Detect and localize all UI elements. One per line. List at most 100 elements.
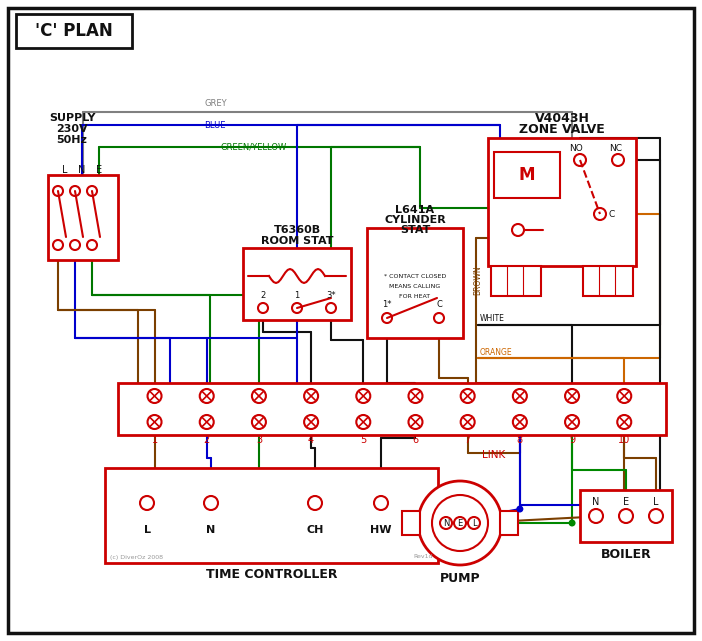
Text: BROWN: BROWN xyxy=(474,265,482,295)
Circle shape xyxy=(200,389,213,403)
Circle shape xyxy=(258,303,268,313)
Circle shape xyxy=(418,481,502,565)
Circle shape xyxy=(434,313,444,323)
Text: V4043H: V4043H xyxy=(534,112,590,124)
Text: PUMP: PUMP xyxy=(439,572,480,585)
Text: 'C' PLAN: 'C' PLAN xyxy=(35,22,113,40)
Circle shape xyxy=(53,186,63,196)
Text: FOR HEAT: FOR HEAT xyxy=(399,294,430,299)
Circle shape xyxy=(594,208,606,220)
Bar xyxy=(488,138,636,266)
Text: 1*: 1* xyxy=(383,299,392,308)
Text: 5: 5 xyxy=(360,435,366,445)
Text: N: N xyxy=(592,497,600,507)
Circle shape xyxy=(574,154,586,166)
Text: MEANS CALLING: MEANS CALLING xyxy=(390,283,441,288)
Bar xyxy=(16,14,132,48)
Circle shape xyxy=(304,389,318,403)
Circle shape xyxy=(440,517,452,529)
Text: C: C xyxy=(436,299,442,308)
Text: ZONE VALVE: ZONE VALVE xyxy=(519,122,605,135)
Bar xyxy=(491,266,541,296)
Text: 2: 2 xyxy=(204,435,210,445)
Circle shape xyxy=(461,415,475,429)
Text: WHITE: WHITE xyxy=(480,313,505,322)
Text: 3: 3 xyxy=(256,435,262,445)
Circle shape xyxy=(589,509,603,523)
Text: N: N xyxy=(206,525,216,535)
Text: 6: 6 xyxy=(412,435,418,445)
Text: N: N xyxy=(443,519,449,528)
Text: Rev1d: Rev1d xyxy=(413,554,433,560)
Text: CYLINDER: CYLINDER xyxy=(384,215,446,225)
Text: CH: CH xyxy=(306,525,324,535)
Bar xyxy=(402,511,420,535)
Text: L: L xyxy=(654,497,658,507)
Circle shape xyxy=(357,389,370,403)
Text: ORANGE: ORANGE xyxy=(480,347,512,356)
Circle shape xyxy=(649,509,663,523)
Bar xyxy=(367,228,463,338)
Text: 50Hz: 50Hz xyxy=(57,135,88,145)
Text: GREY: GREY xyxy=(204,99,227,108)
Circle shape xyxy=(513,389,527,403)
Text: * CONTACT CLOSED: * CONTACT CLOSED xyxy=(384,274,446,278)
Text: E: E xyxy=(96,165,102,175)
Circle shape xyxy=(454,517,466,529)
Text: (c) DiverOz 2008: (c) DiverOz 2008 xyxy=(110,554,163,560)
Text: BOILER: BOILER xyxy=(601,549,651,562)
Text: TIME CONTROLLER: TIME CONTROLLER xyxy=(206,569,337,581)
Text: GREEN/YELLOW: GREEN/YELLOW xyxy=(220,142,286,151)
Bar xyxy=(494,152,560,198)
Circle shape xyxy=(382,313,392,323)
Text: L: L xyxy=(472,519,477,528)
Text: 7: 7 xyxy=(465,435,471,445)
Circle shape xyxy=(292,303,302,313)
Circle shape xyxy=(461,389,475,403)
Text: N: N xyxy=(79,165,86,175)
Bar xyxy=(580,490,672,542)
Circle shape xyxy=(140,496,154,510)
Text: 9: 9 xyxy=(569,435,575,445)
Circle shape xyxy=(147,389,161,403)
Circle shape xyxy=(204,496,218,510)
Text: HW: HW xyxy=(370,525,392,535)
Circle shape xyxy=(304,415,318,429)
Bar xyxy=(48,175,118,260)
Circle shape xyxy=(70,186,80,196)
Circle shape xyxy=(512,224,524,236)
Circle shape xyxy=(308,496,322,510)
Text: E: E xyxy=(623,497,629,507)
Text: C: C xyxy=(609,210,615,219)
Text: 2: 2 xyxy=(260,290,265,299)
Text: BLUE: BLUE xyxy=(204,121,225,129)
Circle shape xyxy=(409,415,423,429)
Text: M: M xyxy=(519,166,535,184)
Circle shape xyxy=(565,415,579,429)
Text: L641A: L641A xyxy=(395,205,435,215)
Circle shape xyxy=(569,519,576,526)
Text: 1: 1 xyxy=(152,435,157,445)
Text: 10: 10 xyxy=(618,435,630,445)
Bar xyxy=(583,266,633,296)
Circle shape xyxy=(617,415,631,429)
Circle shape xyxy=(87,240,97,250)
Text: L: L xyxy=(62,165,68,175)
Circle shape xyxy=(252,389,266,403)
Text: STAT: STAT xyxy=(400,225,430,235)
Bar xyxy=(105,468,438,563)
Text: T6360B: T6360B xyxy=(274,225,321,235)
Text: L: L xyxy=(143,525,150,535)
Circle shape xyxy=(357,415,370,429)
Text: 230V: 230V xyxy=(56,124,88,134)
Circle shape xyxy=(619,509,633,523)
Circle shape xyxy=(612,154,624,166)
Circle shape xyxy=(252,415,266,429)
Text: ROOM STAT: ROOM STAT xyxy=(260,236,333,246)
Circle shape xyxy=(70,240,80,250)
Circle shape xyxy=(409,389,423,403)
Circle shape xyxy=(517,506,524,513)
Circle shape xyxy=(326,303,336,313)
Circle shape xyxy=(513,415,527,429)
Text: NC: NC xyxy=(609,144,623,153)
